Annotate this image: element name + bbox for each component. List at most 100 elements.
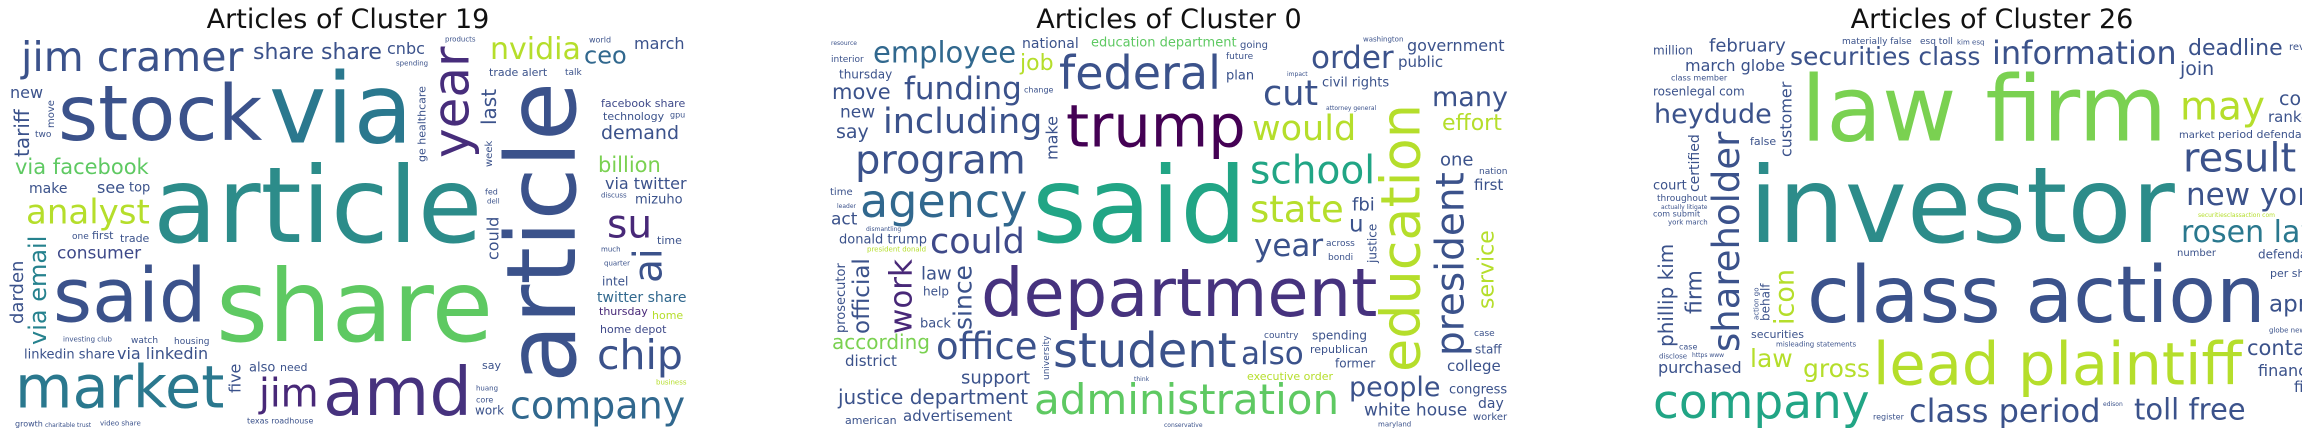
cloud-word: order: [1311, 40, 1394, 76]
cloud-word: throughout: [1657, 194, 1708, 204]
cloud-word: technology: [603, 110, 665, 123]
cloud-word: help: [923, 285, 949, 299]
cloud-word: su: [607, 202, 652, 247]
cloud-word: could: [930, 222, 1025, 262]
cloud-word: company: [1653, 375, 1870, 428]
cloud-word: class period: [1909, 392, 2101, 428]
cloud-word: via email: [24, 236, 52, 345]
cloud-word: jim: [258, 371, 319, 416]
cloud-word: analyst: [26, 192, 150, 232]
cloud-word: securitiesclassaction com: [2198, 212, 2275, 219]
cloud-word: day: [1478, 396, 1504, 412]
cloud-panel-19: Articles of Cluster 19 article share via ar…: [8, 0, 688, 435]
cloud-word: via facebook: [15, 155, 150, 179]
cloud-word: year: [1254, 228, 1323, 264]
cloud-word: funding: [904, 71, 1022, 107]
cloud-word: would: [1252, 109, 1356, 149]
cloud-word: filed: [2294, 378, 2302, 396]
cloud-word: time: [830, 187, 853, 198]
cloud-word: work: [475, 404, 504, 418]
cloud-word: college: [1447, 357, 1501, 375]
cloud-word: misleading statements: [1776, 341, 1856, 349]
cloud-word: nation: [1479, 167, 1507, 177]
cloud-word: facebook share: [601, 97, 685, 110]
cloud-word: support: [961, 367, 1030, 388]
cloud-word: toll free: [2134, 392, 2246, 426]
cloud-word: behalf: [1758, 283, 1772, 321]
cloud-word: time: [657, 234, 682, 247]
cloud-word: result: [2183, 135, 2296, 181]
cloud-word: american: [845, 414, 897, 427]
cloud-word: april: [2269, 292, 2302, 318]
cloud-word: law: [921, 263, 952, 284]
cloud-word: phillip kim: [1654, 244, 1678, 347]
cloud-word: gpu: [670, 110, 685, 119]
cloud-word: false: [1750, 135, 1776, 148]
cloud-word: country: [1264, 331, 1299, 341]
cloud-word: securities: [1751, 328, 1804, 341]
cloud-word: amd: [323, 353, 472, 428]
cloud-word: stock: [58, 70, 263, 159]
cloud-word: trade: [120, 232, 150, 245]
cloud-word: public: [1398, 53, 1443, 71]
cloud-word: article: [486, 82, 598, 383]
cloud-word: texas roadhouse: [247, 416, 313, 425]
cloud-word: disclose: [1659, 353, 1687, 361]
chart-title: Articles of Cluster 26: [1850, 4, 2134, 35]
cloud-word: court: [1653, 178, 1687, 193]
word-cloud: investor class action law firm lead plainti…: [1652, 36, 2302, 428]
cloud-word: cost: [2279, 88, 2302, 110]
cloud-word: job: [1019, 51, 1054, 76]
cloud-word: also: [1241, 336, 1304, 372]
cloud-word: justice department: [837, 385, 1028, 409]
cloud-word: com submit: [1653, 209, 1700, 218]
cloud-word: need: [280, 361, 308, 374]
cloud-word: student: [1053, 323, 1237, 379]
word-cloud: said department trump education student agenc…: [829, 36, 1509, 428]
cloud-word: via twitter: [605, 174, 687, 193]
cloud-word: civil rights: [1322, 75, 1389, 90]
cloud-word: defendant: [2258, 248, 2302, 262]
cloud-word: new: [840, 103, 875, 123]
cloud-word: business: [656, 379, 687, 387]
cloud-panel-0: Articles of Cluster 0 said department trum…: [829, 0, 1509, 435]
cloud-word: dell: [487, 198, 500, 206]
cloud-word: effort: [1442, 111, 1502, 136]
cloud-word: darden: [8, 261, 28, 324]
cloud-word: kim esq: [1957, 39, 1984, 47]
cloud-word: state: [1250, 188, 1344, 231]
cloud-word: actually litigate: [1661, 204, 1708, 211]
cloud-word: jim cramer: [20, 36, 243, 81]
cloud-word: congress: [1449, 382, 1507, 397]
cloud-word: huang: [476, 385, 498, 393]
cloud-word: including: [883, 102, 1042, 142]
cloud-word: via linkedin: [117, 344, 208, 363]
cloud-word: agency: [860, 174, 1027, 228]
cloud-word: case: [1679, 342, 1697, 351]
word-cloud: article share via article stock said amd market…: [8, 36, 688, 428]
cloud-word: act: [831, 210, 858, 230]
cloud-word: law firm: [1801, 58, 2167, 163]
cloud-word: nvidia: [490, 36, 581, 67]
cloud-word: fed: [485, 187, 498, 196]
cloud-word: staff: [1475, 343, 1502, 357]
cloud-word: according: [832, 330, 930, 354]
cloud-word: federal: [1059, 46, 1221, 100]
cloud-word: march globe: [1685, 56, 1785, 75]
cloud-word: top: [129, 180, 150, 195]
cloud-word: information: [1992, 36, 2177, 72]
cloud-word: year: [422, 46, 480, 158]
cloud-word: deadline: [2188, 36, 2283, 61]
cloud-word: may: [2180, 84, 2265, 129]
cloud-word: join: [2179, 58, 2214, 80]
cloud-word: leader: [837, 203, 857, 210]
cloud-word: school: [1250, 148, 1375, 193]
cloud-word: period defendants: [2218, 128, 2302, 141]
cloud-word: many: [1432, 82, 1508, 113]
cloud-word: heydude: [1654, 99, 1772, 130]
cloud-word: resource: [831, 40, 857, 47]
cloud-word: february: [1709, 36, 1786, 56]
cloud-word: education department: [1091, 36, 1237, 50]
cloud-word: cnbc: [387, 39, 425, 58]
